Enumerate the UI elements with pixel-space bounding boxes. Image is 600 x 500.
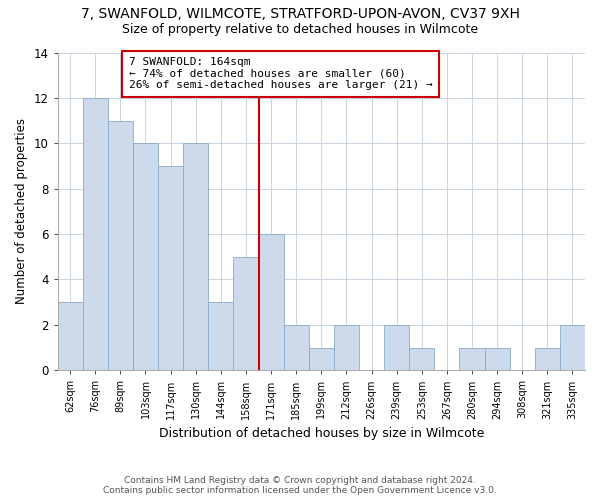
Bar xyxy=(108,120,133,370)
Text: 7, SWANFOLD, WILMCOTE, STRATFORD-UPON-AVON, CV37 9XH: 7, SWANFOLD, WILMCOTE, STRATFORD-UPON-AV… xyxy=(80,8,520,22)
Y-axis label: Number of detached properties: Number of detached properties xyxy=(15,118,28,304)
Bar xyxy=(83,98,108,370)
Bar xyxy=(58,302,83,370)
Bar xyxy=(133,144,158,370)
X-axis label: Distribution of detached houses by size in Wilmcote: Distribution of detached houses by size … xyxy=(158,427,484,440)
Bar xyxy=(208,302,233,370)
Bar xyxy=(460,348,485,370)
Bar xyxy=(183,144,208,370)
Bar xyxy=(409,348,434,370)
Text: Size of property relative to detached houses in Wilmcote: Size of property relative to detached ho… xyxy=(122,22,478,36)
Bar xyxy=(233,257,259,370)
Bar xyxy=(334,325,359,370)
Bar xyxy=(535,348,560,370)
Text: Contains HM Land Registry data © Crown copyright and database right 2024.
Contai: Contains HM Land Registry data © Crown c… xyxy=(103,476,497,495)
Bar xyxy=(384,325,409,370)
Bar xyxy=(259,234,284,370)
Bar xyxy=(158,166,183,370)
Bar xyxy=(560,325,585,370)
Bar xyxy=(309,348,334,370)
Bar xyxy=(485,348,509,370)
Text: 7 SWANFOLD: 164sqm
← 74% of detached houses are smaller (60)
26% of semi-detache: 7 SWANFOLD: 164sqm ← 74% of detached hou… xyxy=(129,58,433,90)
Bar xyxy=(284,325,309,370)
